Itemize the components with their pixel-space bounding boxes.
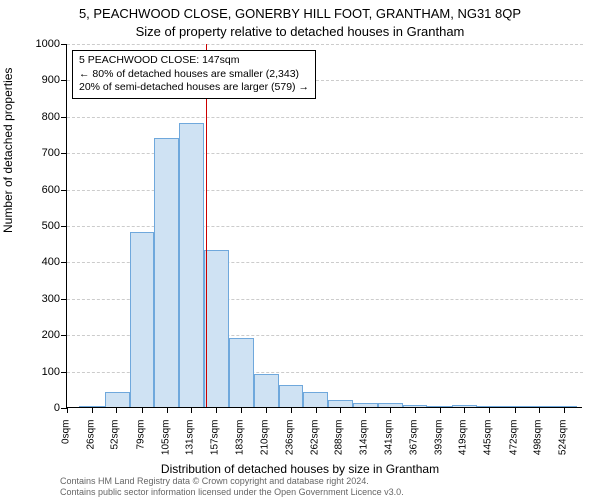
y-tick-label: 0: [20, 402, 60, 414]
histogram-bar: [279, 385, 304, 407]
x-tick-label: 210sqm: [260, 420, 271, 470]
y-tick-label: 400: [20, 256, 60, 268]
x-tick: [390, 407, 391, 413]
x-tick: [539, 407, 540, 413]
x-tick: [291, 407, 292, 413]
grid-line: [67, 44, 583, 45]
x-tick-label: 341sqm: [384, 420, 395, 470]
x-tick-label: 236sqm: [284, 420, 295, 470]
histogram-bar: [154, 138, 179, 407]
x-tick: [191, 407, 192, 413]
y-tick: [61, 226, 67, 227]
x-tick: [489, 407, 490, 413]
x-tick: [340, 407, 341, 413]
y-tick-label: 600: [20, 184, 60, 196]
x-tick-label: 524sqm: [558, 420, 569, 470]
y-tick: [61, 335, 67, 336]
grid-line: [67, 153, 583, 154]
x-tick-label: 131sqm: [185, 420, 196, 470]
x-tick-label: 288sqm: [334, 420, 345, 470]
x-tick-label: 52sqm: [110, 420, 121, 470]
x-tick: [92, 407, 93, 413]
y-tick-label: 500: [20, 220, 60, 232]
grid-line: [67, 117, 583, 118]
footer-note: Contains HM Land Registry data © Crown c…: [60, 476, 404, 498]
x-tick-label: 262sqm: [309, 420, 320, 470]
y-tick: [61, 262, 67, 263]
x-tick-label: 183sqm: [234, 420, 245, 470]
y-tick-label: 900: [20, 74, 60, 86]
y-tick-label: 100: [20, 366, 60, 378]
x-tick-label: 79sqm: [135, 420, 146, 470]
x-tick-label: 157sqm: [209, 420, 220, 470]
histogram-bar: [105, 392, 130, 407]
y-tick: [61, 299, 67, 300]
y-tick-label: 700: [20, 147, 60, 159]
x-tick-label: 0sqm: [61, 420, 72, 470]
y-tick-label: 200: [20, 329, 60, 341]
histogram-bar: [130, 232, 155, 407]
x-tick-label: 498sqm: [533, 420, 544, 470]
x-tick: [241, 407, 242, 413]
y-tick: [61, 80, 67, 81]
x-tick: [167, 407, 168, 413]
footer-line-1: Contains HM Land Registry data © Crown c…: [60, 476, 404, 487]
x-tick-label: 26sqm: [85, 420, 96, 470]
x-tick-label: 314sqm: [358, 420, 369, 470]
x-tick: [440, 407, 441, 413]
x-tick-label: 393sqm: [433, 420, 444, 470]
histogram-bar: [229, 338, 254, 407]
x-tick-label: 445sqm: [483, 420, 494, 470]
annotation-box: 5 PEACHWOOD CLOSE: 147sqm← 80% of detach…: [72, 50, 316, 99]
footer-line-2: Contains public sector information licen…: [60, 487, 404, 498]
annotation-line: 5 PEACHWOOD CLOSE: 147sqm: [79, 54, 309, 68]
x-tick: [464, 407, 465, 413]
y-tick-label: 300: [20, 293, 60, 305]
chart-title-sub: Size of property relative to detached ho…: [0, 24, 600, 39]
y-tick: [61, 117, 67, 118]
x-tick: [415, 407, 416, 413]
y-tick: [61, 153, 67, 154]
annotation-line: ← 80% of detached houses are smaller (2,…: [79, 68, 309, 82]
histogram-bar: [179, 123, 204, 407]
y-tick: [61, 372, 67, 373]
x-tick-label: 367sqm: [409, 420, 420, 470]
y-tick: [61, 44, 67, 45]
y-axis-label: Number of detached properties: [1, 68, 15, 233]
x-tick: [116, 407, 117, 413]
x-tick-label: 472sqm: [508, 420, 519, 470]
x-tick: [316, 407, 317, 413]
histogram-bar: [328, 400, 354, 407]
x-tick: [515, 407, 516, 413]
grid-line: [67, 226, 583, 227]
x-tick: [67, 407, 68, 413]
x-tick-label: 419sqm: [458, 420, 469, 470]
x-tick: [365, 407, 366, 413]
x-tick: [266, 407, 267, 413]
histogram-bar: [254, 374, 279, 407]
y-tick-label: 800: [20, 111, 60, 123]
y-tick-label: 1000: [20, 38, 60, 50]
histogram-bar: [303, 392, 328, 407]
x-tick-label: 105sqm: [160, 420, 171, 470]
grid-line: [67, 190, 583, 191]
y-tick: [61, 190, 67, 191]
annotation-line: 20% of semi-detached houses are larger (…: [79, 81, 309, 95]
x-tick: [216, 407, 217, 413]
x-tick: [564, 407, 565, 413]
x-tick: [142, 407, 143, 413]
chart-title-main: 5, PEACHWOOD CLOSE, GONERBY HILL FOOT, G…: [0, 6, 600, 21]
